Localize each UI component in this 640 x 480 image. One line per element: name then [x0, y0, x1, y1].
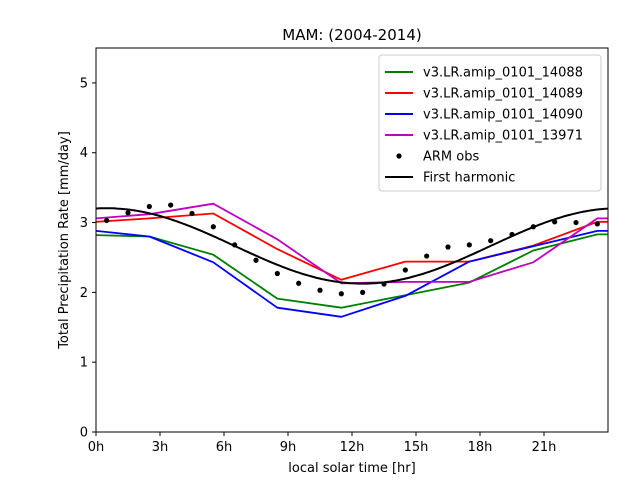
x-axis: 0h 3h 6h 9h 12h 15h 18h 21h [88, 432, 557, 455]
obs-point [317, 287, 323, 293]
series-line-v3-lr-amip-0101-14089 [96, 212, 608, 281]
obs-point [445, 244, 451, 250]
legend-item: v3.LR.amip_0101_14089 [385, 87, 583, 102]
obs-point [253, 257, 259, 263]
obs-point [360, 289, 366, 295]
x-tick-label: 3h [152, 440, 169, 455]
obs-point [168, 202, 174, 208]
obs-point [402, 267, 408, 273]
y-tick-label: 2 [80, 286, 88, 301]
legend-box [378, 54, 602, 192]
obs-point [274, 270, 280, 277]
y-axis: 0 1 2 3 4 5 [80, 76, 96, 441]
obs-point [296, 280, 302, 286]
obs-point [146, 203, 152, 210]
legend-item: ARM obs [396, 150, 479, 165]
obs-point [338, 291, 344, 297]
x-tick-label: 6h [216, 440, 233, 455]
obs-point [594, 221, 600, 227]
legend-marker [396, 153, 402, 159]
chart-title: MAM: (2004-2014) [282, 26, 421, 44]
obs-point [189, 210, 195, 217]
x-tick-label: 18h [468, 440, 493, 455]
x-axis-label: local solar time [hr] [288, 461, 415, 476]
series-line-v3-lr-amip-0101-14088 [96, 233, 608, 309]
legend-item: v3.LR.amip_0101_14088 [385, 66, 583, 81]
y-tick-label: 5 [80, 76, 88, 91]
obs-point [125, 210, 131, 216]
legend-label: v3.LR.amip_0101_14088 [423, 66, 583, 81]
legend-label: ARM obs [423, 150, 479, 165]
obs-point [424, 253, 430, 259]
x-tick-label: 21h [532, 440, 557, 455]
x-tick-label: 15h [404, 440, 429, 455]
legend-item: v3.LR.amip_0101_13971 [385, 129, 583, 144]
obs-point [573, 219, 579, 226]
y-tick-label: 0 [80, 426, 88, 441]
legend-item: First harmonic [385, 171, 515, 186]
legend-item: v3.LR.amip_0101_14090 [385, 108, 583, 123]
y-tick-label: 4 [80, 146, 88, 161]
y-tick-label: 3 [80, 216, 88, 231]
y-axis-label: Total Precipitation Rate [mm/day] [57, 131, 72, 350]
plot-frame [95, 47, 609, 433]
legend-label: v3.LR.amip_0101_14090 [423, 108, 583, 123]
x-tick-label: 9h [280, 440, 297, 455]
x-tick-label: 12h [340, 440, 365, 455]
obs-point [210, 224, 216, 230]
plot-area [96, 202, 608, 318]
legend-label: First harmonic [423, 171, 515, 186]
legend-label: v3.LR.amip_0101_14089 [423, 87, 583, 102]
legend: v3.LR.amip_0101_14088 v3.LR.amip_0101_140… [378, 54, 602, 192]
series-line-first-harmonic [96, 207, 608, 285]
x-tick-label: 0h [88, 440, 105, 455]
obs-point [466, 242, 472, 248]
y-tick-label: 1 [80, 356, 88, 371]
legend-label: v3.LR.amip_0101_13971 [423, 129, 583, 144]
obs-point [488, 238, 494, 244]
series-line-v3-lr-amip-0101-14090 [96, 229, 608, 318]
series-group [96, 202, 608, 318]
obs-point [104, 217, 110, 224]
